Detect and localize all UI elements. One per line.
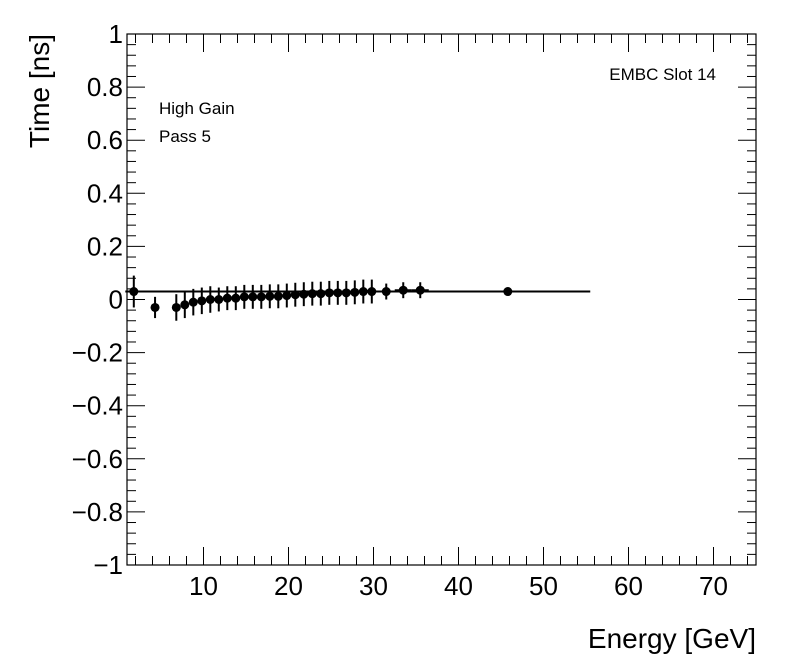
data-point: [273, 284, 283, 309]
data-point: [222, 286, 232, 311]
marker: [282, 291, 292, 301]
marker: [265, 291, 275, 301]
y-tick-label: 0.8: [87, 72, 123, 102]
data-point: [150, 296, 160, 319]
data-point: [125, 275, 143, 308]
y-tick-label: −0.6: [72, 444, 123, 474]
x-tick-label: 10: [189, 571, 218, 601]
x-tick-label: 30: [359, 571, 388, 601]
data-point: [394, 282, 412, 299]
y-tick-label: 0.4: [87, 178, 123, 208]
marker: [415, 285, 425, 295]
data-point: [205, 286, 215, 313]
y-tick-label: 0.2: [87, 231, 123, 261]
x-tick-label: 60: [614, 571, 643, 601]
annotation-gain: High Gain: [159, 99, 235, 118]
data-point: [214, 287, 224, 312]
marker: [239, 292, 249, 302]
y-tick-label: −0.2: [72, 338, 123, 368]
y-tick-label: 0.6: [87, 125, 123, 155]
data-point: [411, 282, 429, 299]
marker: [214, 295, 224, 304]
marker: [222, 293, 232, 303]
y-tick-label: 0: [109, 285, 123, 315]
data-point: [499, 287, 517, 297]
marker: [256, 292, 266, 302]
marker: [341, 288, 351, 298]
marker: [503, 287, 513, 297]
data-point: [248, 284, 258, 309]
marker: [150, 302, 160, 312]
data-point: [290, 282, 300, 307]
data-point: [197, 287, 207, 315]
x-tick-labels: 10 20 30 40 50 60 70: [189, 571, 728, 601]
marker: [197, 296, 207, 306]
marker: [324, 288, 334, 298]
data-point: [265, 284, 275, 309]
data-point: [231, 286, 241, 311]
y-tick-labels: −1 −0.8 −0.6 −0.4 −0.2 0 0.2 0.4 0.6 0.8 1: [72, 19, 123, 580]
marker: [307, 289, 317, 299]
x-axis-title: Energy [GeV]: [588, 623, 756, 654]
marker: [316, 289, 326, 299]
y-tick-label: −0.4: [72, 391, 123, 421]
y-tick-label: −1: [93, 550, 123, 580]
data-point: [307, 281, 317, 306]
x-tick-label: 20: [274, 571, 303, 601]
data-point: [239, 284, 249, 309]
annotation-pass: Pass 5: [159, 127, 211, 146]
marker: [333, 288, 343, 298]
data-point: [367, 279, 377, 304]
data-point: [324, 280, 334, 305]
data-point: [333, 280, 343, 305]
marker: [358, 287, 368, 297]
marker: [398, 285, 408, 295]
data-point: [171, 294, 181, 321]
data-point: [299, 282, 309, 307]
data-point: [350, 280, 360, 305]
data-points: [125, 275, 517, 321]
x-tick-label: 70: [699, 571, 728, 601]
marker: [129, 287, 139, 297]
x-tick-label: 40: [444, 571, 473, 601]
x-tick-label: 50: [529, 571, 558, 601]
y-tick-label: −0.8: [72, 497, 123, 527]
marker: [367, 287, 377, 297]
y-axis-title: Time [ns]: [24, 34, 55, 148]
annotation-slot: EMBC Slot 14: [609, 65, 716, 84]
marker: [231, 293, 241, 303]
marker: [180, 300, 190, 310]
marker: [299, 289, 309, 299]
data-point: [316, 281, 326, 306]
marker: [248, 292, 258, 302]
data-point: [188, 288, 198, 316]
marker: [381, 287, 391, 297]
data-point: [256, 284, 266, 309]
data-point: [377, 283, 395, 300]
data-point: [358, 279, 368, 304]
marker: [188, 297, 198, 307]
marker: [171, 302, 181, 312]
marker: [205, 295, 215, 304]
data-point: [341, 280, 351, 305]
data-point: [282, 283, 292, 308]
y-tick-label: 1: [109, 19, 123, 49]
axis-ticks: [127, 33, 756, 566]
marker: [350, 287, 360, 297]
data-point: [180, 291, 190, 319]
marker: [290, 290, 300, 300]
marker: [273, 291, 283, 301]
